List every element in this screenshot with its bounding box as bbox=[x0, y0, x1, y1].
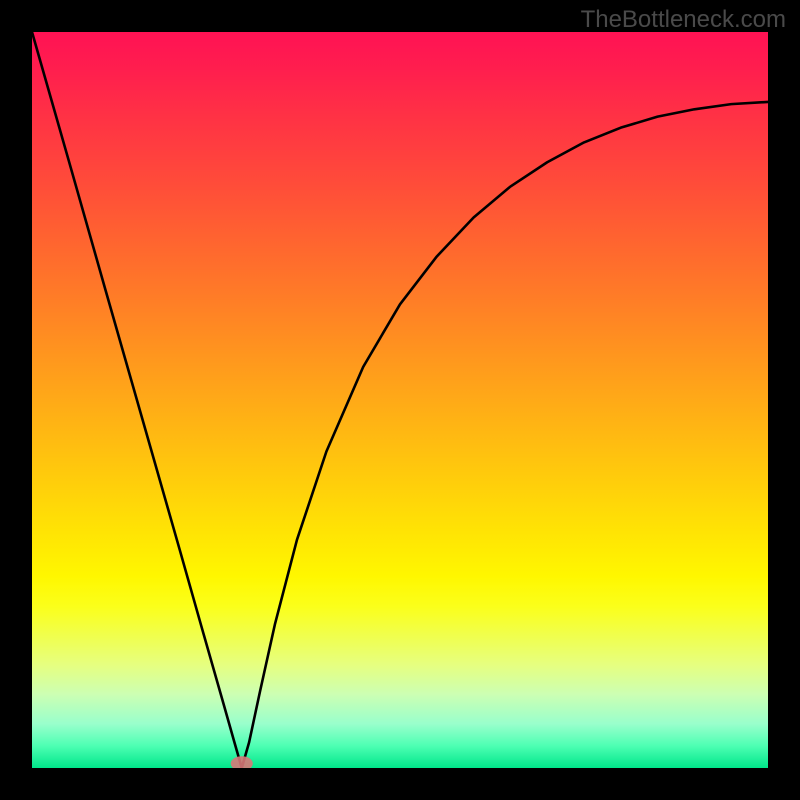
chart-container: TheBottleneck.com bbox=[0, 0, 800, 800]
gradient-background bbox=[32, 32, 768, 768]
plot-area bbox=[32, 32, 768, 768]
chart-svg bbox=[32, 32, 768, 768]
attribution-text: TheBottleneck.com bbox=[581, 6, 786, 34]
